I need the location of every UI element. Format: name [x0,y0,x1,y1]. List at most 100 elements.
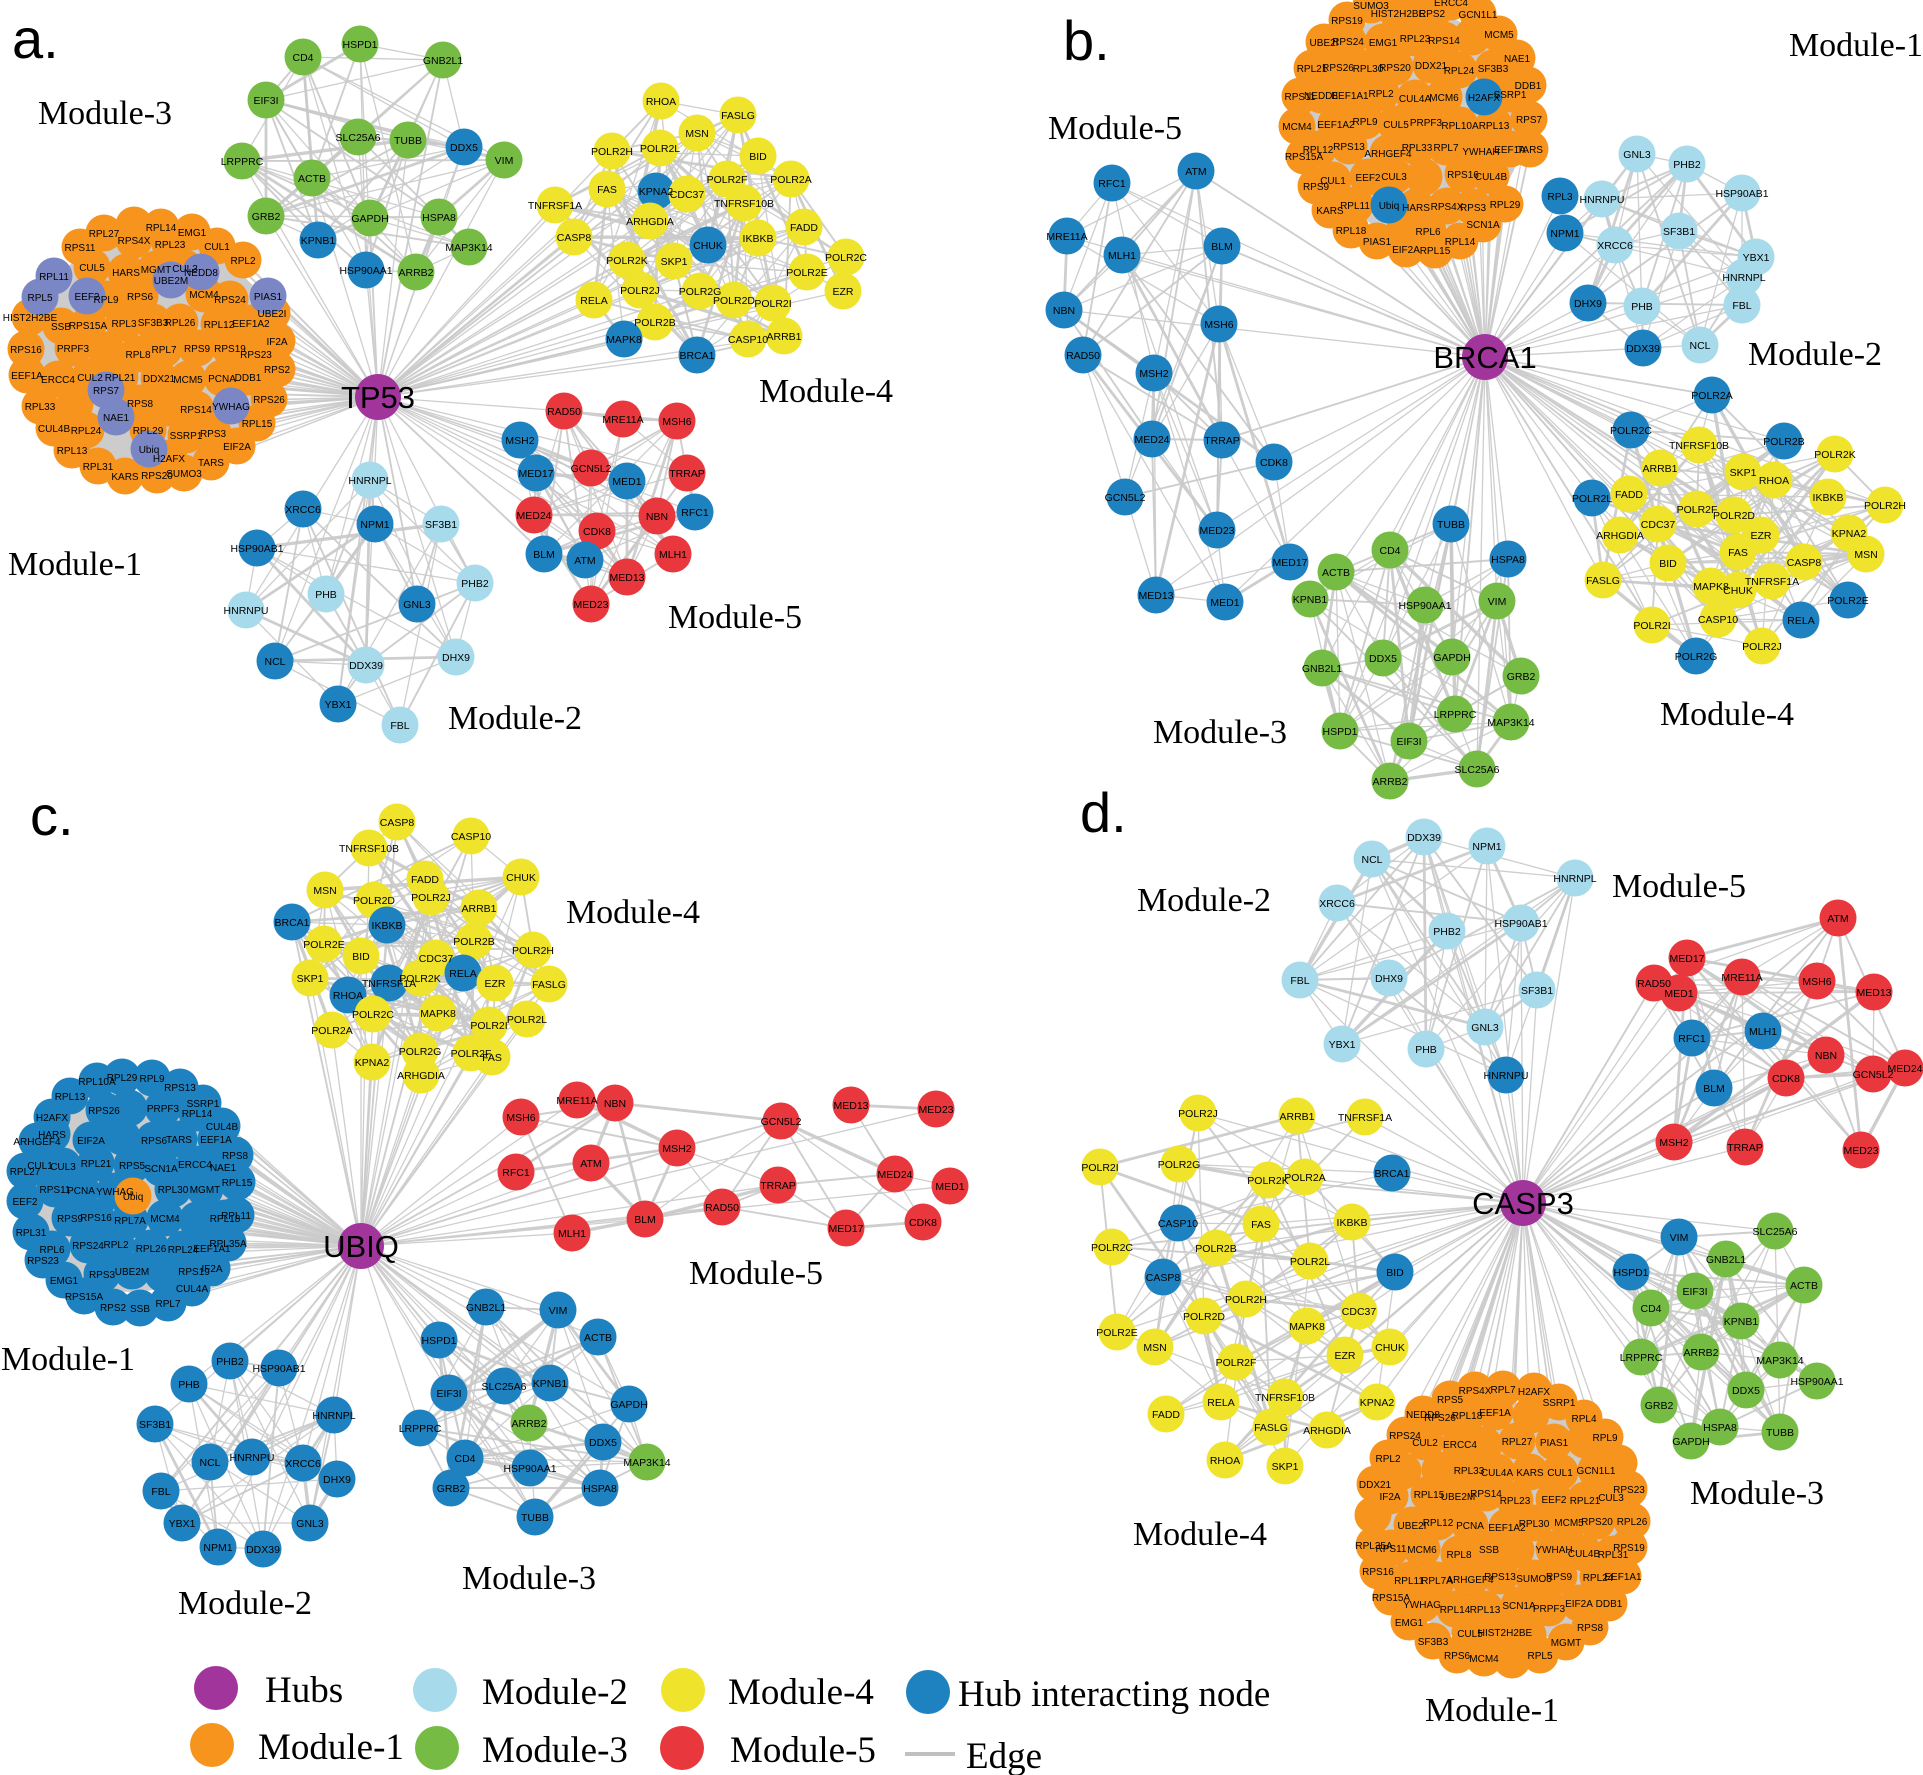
svg-text:POLR2H: POLR2H [591,146,633,158]
svg-text:CASP8: CASP8 [1787,557,1822,569]
svg-text:RPS9: RPS9 [1303,182,1330,193]
svg-text:FASLG: FASLG [1254,1422,1288,1434]
svg-text:POLR2D: POLR2D [353,895,395,907]
svg-text:DDX5: DDX5 [1732,1385,1760,1397]
svg-text:PHB: PHB [1415,1044,1437,1056]
svg-text:PIAS1: PIAS1 [254,292,283,303]
svg-text:CUL5: CUL5 [1383,120,1409,131]
svg-text:FASLG: FASLG [1586,575,1620,587]
svg-text:GCN1L1: GCN1L1 [1459,10,1498,21]
svg-text:MED13: MED13 [833,1100,868,1112]
svg-text:RPL2: RPL2 [1368,89,1393,100]
svg-text:EEF2: EEF2 [74,292,99,303]
svg-text:MAP3K14: MAP3K14 [1487,717,1534,729]
svg-text:POLR2B: POLR2B [1763,436,1804,448]
svg-text:PCNA: PCNA [208,374,236,385]
svg-text:YWHAG: YWHAG [212,402,250,413]
svg-text:RPL9: RPL9 [93,295,118,306]
svg-text:GNL3: GNL3 [296,1518,324,1530]
svg-text:RPL30: RPL30 [158,1185,189,1196]
svg-text:RPL12: RPL12 [204,320,235,331]
svg-text:MED23: MED23 [1843,1145,1878,1157]
svg-text:EIF3I: EIF3I [436,1388,461,1400]
svg-text:SF3B1: SF3B1 [1521,985,1553,997]
svg-text:MSN: MSN [685,128,708,140]
svg-text:MCM4: MCM4 [189,290,219,301]
svg-text:KPNA2: KPNA2 [1360,1397,1395,1409]
svg-text:EEF1A2: EEF1A2 [232,319,270,330]
svg-text:RPL24: RPL24 [1444,66,1475,77]
svg-text:POLR2C: POLR2C [352,1009,394,1021]
svg-text:XRCC6: XRCC6 [1597,240,1633,252]
svg-text:TNFRSF1A: TNFRSF1A [528,200,582,212]
svg-text:RPS5: RPS5 [1437,1395,1464,1406]
svg-text:MED24: MED24 [1887,1063,1922,1075]
svg-text:MED24: MED24 [1134,434,1169,446]
svg-text:Module-5: Module-5 [730,1730,876,1771]
svg-text:RPS9: RPS9 [184,344,211,355]
svg-text:EEF1A2: EEF1A2 [1488,1523,1526,1534]
svg-text:POLR2F: POLR2F [1216,1357,1257,1369]
svg-text:VIM: VIM [1488,596,1507,608]
svg-text:Module-3: Module-3 [482,1730,628,1771]
svg-text:TUBB: TUBB [394,135,422,147]
svg-text:MED23: MED23 [573,599,608,611]
svg-text:RELA: RELA [1207,1397,1234,1409]
svg-text:H2AFX: H2AFX [1518,1387,1551,1398]
svg-text:RPS15A: RPS15A [69,321,108,332]
svg-text:MED17: MED17 [828,1223,863,1235]
svg-text:LRPPRC: LRPPRC [1434,709,1477,721]
svg-text:RPL3: RPL3 [111,319,136,330]
svg-text:RFC1: RFC1 [1098,178,1126,190]
svg-text:Module-2: Module-2 [1748,336,1882,373]
svg-text:RPS16: RPS16 [10,345,42,356]
svg-text:RPL11: RPL11 [1340,201,1370,212]
svg-text:Hubs: Hubs [265,1670,343,1711]
svg-text:VIM: VIM [495,155,514,167]
svg-text:MCM4: MCM4 [1282,122,1312,133]
svg-text:GNB2L1: GNB2L1 [1706,1254,1746,1266]
svg-text:HSPD1: HSPD1 [1613,1267,1648,1279]
svg-text:HARS: HARS [112,268,140,279]
svg-text:XRCC6: XRCC6 [285,1458,321,1470]
svg-text:PIAS1: PIAS1 [1540,1438,1569,1449]
svg-text:CHUK: CHUK [1723,585,1753,597]
svg-text:Ubiq: Ubiq [139,445,160,456]
svg-text:RPL26: RPL26 [165,318,196,329]
svg-text:FBL: FBL [390,720,409,732]
svg-text:RPL18: RPL18 [1452,1411,1483,1422]
svg-text:RELA: RELA [449,968,476,980]
svg-text:SKP1: SKP1 [297,973,324,985]
svg-text:DDX39: DDX39 [246,1544,280,1556]
svg-text:RHOA: RHOA [333,990,363,1002]
svg-text:MRE11A: MRE11A [1721,972,1762,984]
svg-text:FADD: FADD [1615,489,1643,501]
svg-text:KPNB1: KPNB1 [1724,1316,1759,1328]
svg-text:H2AFX: H2AFX [1468,93,1501,104]
svg-text:CDC37: CDC37 [1641,519,1676,531]
svg-text:CUL4B: CUL4B [38,424,71,435]
svg-text:HARS: HARS [1402,203,1430,214]
svg-text:HIST2H2BE: HIST2H2BE [1371,9,1426,20]
svg-text:YWHAH: YWHAH [1462,147,1499,158]
svg-text:ERCC4: ERCC4 [1443,1440,1477,1451]
svg-text:HSPA8: HSPA8 [1703,1422,1737,1434]
svg-text:Module-4: Module-4 [1133,1516,1267,1553]
svg-text:POLR2K: POLR2K [399,973,440,985]
svg-text:POLR2J: POLR2J [1742,641,1782,653]
svg-text:POLR2A: POLR2A [1284,1172,1325,1184]
svg-text:RPS23: RPS23 [240,350,272,361]
svg-text:MRE11A: MRE11A [556,1095,597,1107]
svg-text:YWHAH: YWHAH [1535,1545,1572,1556]
svg-text:ACTB: ACTB [1790,1280,1818,1292]
svg-text:DDX21: DDX21 [1359,1480,1392,1491]
svg-text:HNRNPL: HNRNPL [312,1410,355,1422]
svg-text:Module-1: Module-1 [1,1341,135,1378]
svg-text:MED1: MED1 [1664,988,1693,1000]
svg-text:POLR2A: POLR2A [1691,390,1732,402]
svg-text:SSRP1: SSRP1 [170,431,203,442]
svg-text:RPL12: RPL12 [1423,1518,1454,1529]
svg-text:POLR2D: POLR2D [1713,510,1755,522]
svg-text:BRCA1: BRCA1 [1433,340,1536,375]
svg-text:CD4: CD4 [1640,1303,1661,1315]
